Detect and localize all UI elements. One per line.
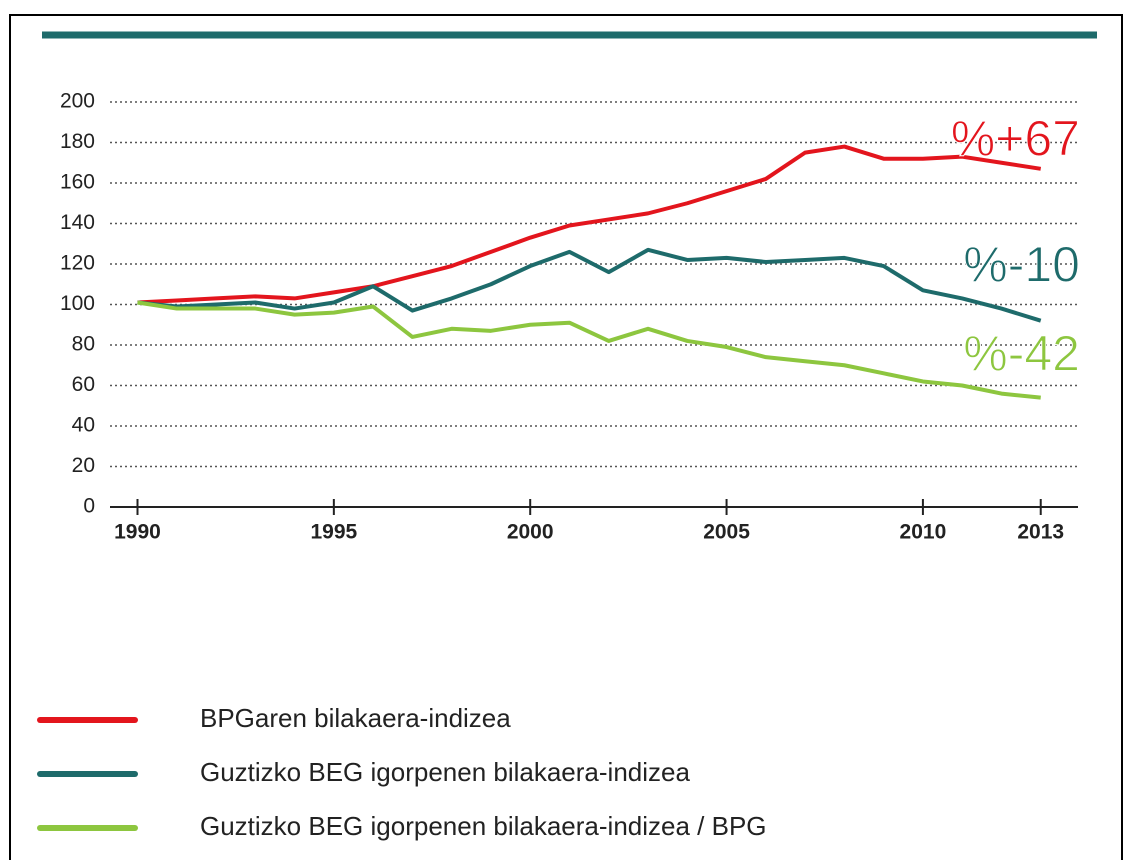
y-tick-label: 140 <box>60 211 95 234</box>
x-tick-label: 1995 <box>310 521 357 544</box>
series-line <box>137 247 1042 323</box>
y-tick-label: 180 <box>60 130 95 153</box>
frame <box>9 14 1123 860</box>
y-tick-label: 160 <box>60 171 95 194</box>
x-tick-label: 2013 <box>1017 521 1064 544</box>
series-line <box>137 300 1041 400</box>
legend-label: BPGaren bilakaera-indizea <box>200 703 511 733</box>
legend-label: Guztizko BEG igorpenen bilakaera-indizea <box>200 757 690 787</box>
x-tick-label: 2000 <box>507 521 554 544</box>
y-tick-label: 120 <box>60 252 95 275</box>
y-tick-label: 20 <box>72 454 95 477</box>
y-tick-label: 80 <box>72 333 95 356</box>
y-tick-label: 40 <box>72 414 95 437</box>
y-tick-label: 0 <box>83 495 95 518</box>
x-tick-label: 2005 <box>703 521 750 544</box>
y-tick-label: 200 <box>60 90 95 113</box>
annotation: %-42 <box>963 325 1080 381</box>
x-tick-label: 1990 <box>114 521 161 544</box>
series-line <box>137 144 1042 305</box>
legend-label: Guztizko BEG igorpenen bilakaera-indizea… <box>200 811 767 841</box>
y-tick-label: 60 <box>72 373 95 396</box>
y-tick-label: 100 <box>60 292 95 315</box>
annotation: %-10 <box>963 236 1080 292</box>
annotation: %+67 <box>951 111 1080 167</box>
x-tick-label: 2010 <box>900 521 947 544</box>
